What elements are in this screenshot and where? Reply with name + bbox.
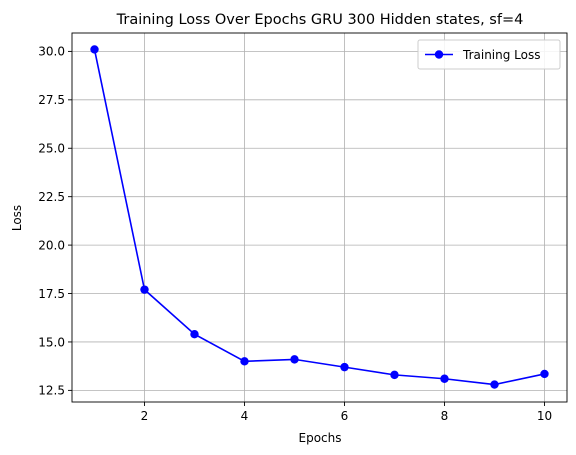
data-point [540, 369, 549, 379]
y-tick-label: 20.0 [38, 238, 65, 252]
data-point [90, 45, 99, 54]
x-tick-label: 8 [441, 409, 449, 423]
legend: Training Loss [417, 39, 561, 70]
y-tick-label: 25.0 [38, 142, 65, 156]
data-point [290, 355, 299, 364]
y-tick-label: 30.0 [38, 45, 65, 59]
y-axis-label: Loss [10, 205, 24, 231]
data-point [140, 285, 149, 294]
y-tick-label: 12.5 [38, 384, 65, 398]
y-tick-label: 22.5 [38, 190, 65, 204]
data-layer [90, 45, 549, 389]
y-tick-label: 17.5 [38, 287, 65, 301]
x-tick-label: 2 [141, 409, 149, 423]
data-point [240, 357, 249, 366]
x-axis-label: Epochs [299, 431, 342, 445]
legend-label: Training Loss [462, 48, 540, 62]
grid-lines [72, 33, 567, 402]
chart-title: Training Loss Over Epochs GRU 300 Hidden… [116, 12, 524, 28]
plot-frame [71, 32, 568, 403]
x-tick-label: 10 [537, 409, 552, 423]
data-point [490, 380, 499, 389]
axis-ticks: 2 4 6 8 10 12.5 15.0 17.5 20.0 22.5 25.0 27.5 30.0 [38, 45, 552, 423]
data-point [440, 374, 449, 383]
x-tick-label: 4 [241, 409, 249, 423]
legend-box [417, 39, 561, 70]
y-tick-label: 15.0 [38, 335, 65, 349]
legend-marker [434, 50, 444, 59]
data-point [340, 362, 349, 372]
y-tick-label: 27.5 [38, 93, 65, 107]
x-tick-label: 6 [341, 409, 349, 423]
data-point [190, 330, 199, 339]
data-point [390, 370, 399, 380]
series-line-training-loss [93, 49, 545, 386]
